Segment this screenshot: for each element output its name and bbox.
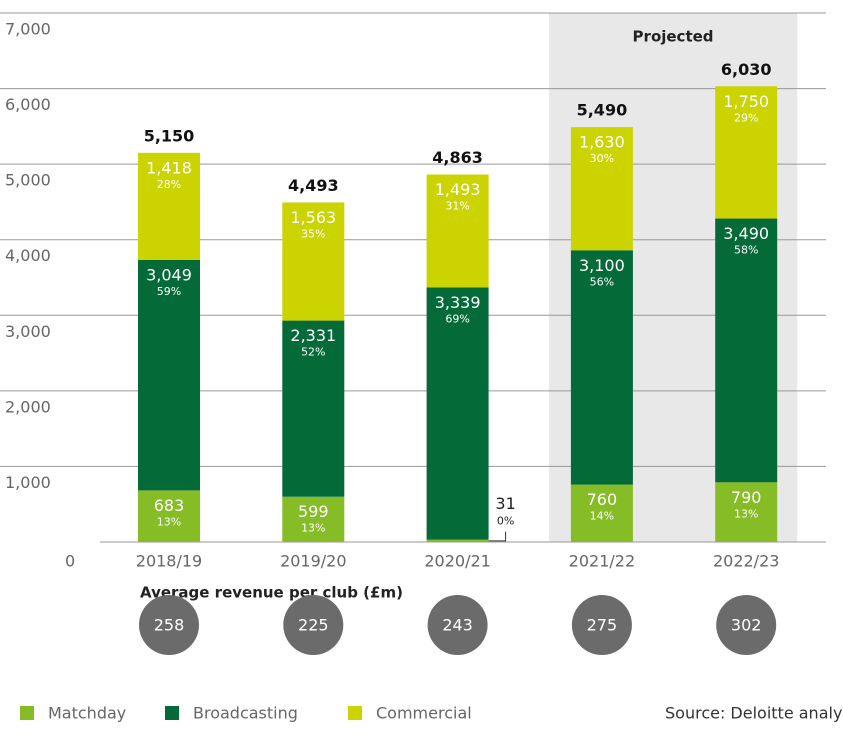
average-circle: [283, 595, 344, 655]
x-tick-label: 2019/20: [280, 552, 346, 571]
y-tick-label: 2,000: [5, 397, 51, 416]
average-title: Average revenue per club (£m): [140, 584, 403, 602]
legend-label: Broadcasting: [193, 704, 298, 723]
value-label: 2,331: [290, 326, 336, 345]
percent-label: 35%: [301, 227, 325, 240]
percent-label: 69%: [445, 312, 469, 325]
percent-label: 30%: [590, 152, 614, 165]
percent-label: 56%: [590, 275, 614, 288]
legend-swatch: [20, 706, 34, 720]
percent-label: 31%: [445, 199, 469, 212]
value-label: 3,049: [146, 265, 192, 284]
value-label: 1,630: [579, 133, 625, 152]
bar-segment: [426, 539, 489, 542]
value-label: 3,100: [579, 256, 625, 275]
value-label: 31: [495, 494, 515, 513]
value-label: 599: [298, 502, 329, 521]
legend-label: Commercial: [376, 704, 472, 723]
average-label: 275: [587, 616, 618, 635]
total-label: 6,030: [721, 60, 772, 79]
bar-segment: [282, 320, 345, 497]
percent-label: 14%: [590, 510, 614, 523]
value-label: 1,418: [146, 158, 192, 177]
legend-swatch: [165, 706, 179, 720]
x-tick-label: 2018/19: [136, 552, 202, 571]
bar-segment: [715, 482, 778, 542]
bar-segment: [138, 490, 200, 542]
percent-label: 13%: [157, 515, 181, 528]
bar-segment: [138, 259, 200, 491]
average-circle: [716, 595, 777, 655]
source: Source: Deloitte analysi: [665, 704, 843, 723]
total-label: 5,490: [577, 101, 628, 120]
value-label: 1,563: [290, 208, 336, 227]
leader-line: [488, 531, 507, 542]
bar-segment: [715, 86, 778, 219]
bar-segment: [138, 152, 200, 260]
percent-label: 52%: [301, 346, 325, 359]
value-label: 1,750: [723, 92, 769, 111]
average-label: 258: [154, 616, 185, 635]
average-label: 243: [442, 616, 473, 635]
legend-label: Matchday: [48, 704, 126, 723]
x-tick-label: 2021/22: [569, 552, 635, 571]
value-label: 790: [731, 488, 762, 507]
value-label: 683: [154, 496, 185, 515]
y-tick-label: 5,000: [5, 171, 51, 190]
bar-segment: [570, 250, 633, 485]
bar-segment: [570, 484, 633, 542]
y-tick-label: 7,000: [5, 20, 51, 39]
total-label: 5,150: [144, 126, 195, 145]
legend-swatch: [348, 706, 362, 720]
total-label: 4,863: [432, 148, 483, 167]
bar-segment: [282, 202, 345, 321]
x-tick-label: 2020/21: [424, 552, 490, 571]
percent-label: 13%: [301, 522, 325, 535]
x-tick-label: 2022/23: [713, 552, 779, 571]
total-label: 4,493: [288, 176, 339, 195]
percent-label: 29%: [734, 111, 758, 124]
percent-label: 0%: [497, 515, 514, 528]
value-label: 3,490: [723, 224, 769, 243]
average-circle: [427, 595, 488, 655]
projected-label: Projected: [633, 28, 714, 46]
bar-segment: [282, 496, 345, 542]
average-label: 225: [298, 616, 329, 635]
percent-label: 13%: [734, 507, 758, 520]
average-circle: [139, 595, 199, 655]
percent-label: 58%: [734, 244, 758, 257]
bar-segment: [570, 127, 633, 251]
bar-segment: [426, 174, 489, 288]
value-label: 760: [587, 490, 618, 509]
bar-segment: [426, 287, 489, 540]
average-circle: [571, 595, 632, 655]
y-tick-label: 6,000: [5, 95, 51, 114]
percent-label: 28%: [157, 178, 181, 191]
percent-label: 59%: [157, 285, 181, 298]
average-label: 302: [731, 616, 762, 635]
y-tick-label: 4,000: [5, 246, 51, 265]
y-tick-label: 0: [65, 552, 75, 571]
y-tick-label: 1,000: [5, 473, 51, 492]
bar-segment: [715, 218, 778, 483]
y-tick-label: 3,000: [5, 322, 51, 341]
value-label: 3,339: [435, 293, 481, 312]
value-label: 1,493: [435, 180, 481, 199]
